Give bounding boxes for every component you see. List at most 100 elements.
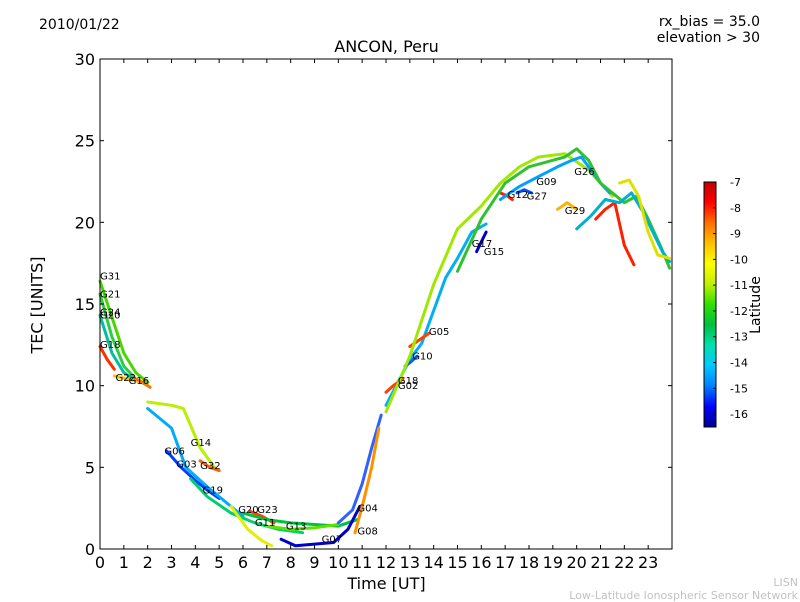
colorbar-tick-label: -11 — [730, 279, 748, 292]
series-line-g20 — [229, 505, 274, 548]
series-line-g28 — [594, 201, 636, 267]
y-tick-label: 0 — [85, 540, 95, 559]
plot-frame — [99, 58, 673, 550]
x-tick-label: 18 — [519, 553, 539, 572]
series-line-g07 — [279, 505, 362, 548]
x-tick-label: 9 — [309, 553, 319, 572]
satellite-label: G09 — [536, 177, 556, 188]
colorbar: -7 -8 -9 -10 -11 -12 -13 -14 -15 -16 — [703, 176, 748, 428]
series-line-g08 — [353, 426, 381, 535]
colorbar-tick-label: -9 — [730, 228, 741, 241]
series-line-g13 — [265, 523, 340, 531]
x-tick-label: 4 — [190, 553, 200, 572]
satellite-label: G02 — [398, 381, 418, 392]
credit: LISN Low-Latitude Ionospheric Sensor Net… — [569, 576, 798, 602]
series-line-g06 — [165, 449, 221, 500]
series-line-g27 — [515, 188, 533, 195]
series-line-g14 — [146, 400, 216, 469]
satellite-label: G04 — [357, 503, 377, 514]
x-tick-label: 19 — [543, 553, 563, 572]
satellite-label: G11 — [255, 518, 275, 529]
colorbar-tick-label: -8 — [730, 202, 741, 215]
y-tick-label: 20 — [75, 213, 95, 232]
series-line-g19 — [189, 477, 305, 535]
x-tick-label: 22 — [614, 553, 634, 572]
satellite-label: G22 — [116, 373, 136, 384]
chart-title: ANCON, Peru — [334, 37, 439, 56]
y-axis: 0 5 10 15 20 25 30 — [75, 50, 672, 559]
satellite-label: G14 — [191, 438, 211, 449]
colorbar-label: Latitude — [748, 276, 764, 334]
satellite-label: G27 — [527, 192, 547, 203]
series-group — [98, 147, 672, 548]
satellite-label: G20 — [238, 505, 258, 516]
x-tick-label: 8 — [286, 553, 296, 572]
satellite-label: G17 — [472, 239, 492, 250]
satellite-label: G13 — [286, 521, 306, 532]
satellite-label: G20 — [100, 311, 120, 322]
series-line-g29 — [556, 201, 579, 211]
series-line-g11 — [241, 511, 359, 528]
y-tick-label: 5 — [85, 458, 95, 477]
satellite-label: G29 — [565, 206, 585, 217]
credit-line-2: Low-Latitude Ionospheric Sensor Network — [569, 589, 798, 602]
x-tick-label: 20 — [566, 553, 586, 572]
credit-line-1: LISN — [773, 576, 798, 589]
colorbar-tick-label: -10 — [730, 253, 748, 266]
series-line-g15 — [475, 230, 488, 254]
x-tick-label: 15 — [447, 553, 467, 572]
satellite-label: G05 — [429, 327, 449, 338]
series-line-g25 — [618, 178, 672, 260]
x-tick-label: 5 — [214, 553, 224, 572]
x-tick-label: 10 — [328, 553, 348, 572]
x-tick-label: 3 — [166, 553, 176, 572]
series-line-g33 — [575, 191, 672, 263]
x-tick-label: 1 — [119, 553, 129, 572]
satellite-label: G31 — [100, 272, 120, 283]
series-line-g32 — [198, 459, 221, 473]
y-tick-label: 10 — [75, 377, 95, 396]
colorbar-tick-label: -15 — [730, 382, 748, 395]
y-tick-label: 15 — [75, 295, 95, 314]
satellite-label: G18 — [398, 376, 418, 387]
x-tick-label: 14 — [423, 553, 443, 572]
satellite-label: G06 — [164, 446, 184, 457]
satellite-label: G23 — [257, 505, 277, 516]
date-label: 2010/01/22 — [39, 17, 120, 33]
x-tick-label: 11 — [352, 553, 372, 572]
filter-info: rx_bias = 35.0 elevation > 30 — [657, 14, 760, 46]
colorbar-tick-label: -16 — [730, 408, 748, 421]
series-line-g18 — [98, 345, 116, 371]
x-axis-label: Time [UT] — [347, 574, 426, 593]
colorbar-tick-label: -13 — [730, 331, 748, 344]
x-tick-label: 17 — [495, 553, 515, 572]
series-line-g24 — [98, 313, 138, 383]
satellite-label: G10 — [412, 352, 432, 363]
colorbar-tick-label: -7 — [730, 176, 741, 189]
x-tick-label: 21 — [590, 553, 610, 572]
x-tick-label: 0 — [95, 553, 105, 572]
series-line-g16 — [134, 377, 152, 389]
x-tick-label: 12 — [376, 553, 396, 572]
series-line-g31 — [98, 279, 150, 384]
x-tick-label: 2 — [143, 553, 153, 572]
satellite-label: G07 — [322, 535, 342, 546]
rx-bias-label: rx_bias = 35.0 — [658, 14, 760, 30]
x-axis: 0 1 2 3 4 5 6 7 8 9 10 11 12 13 14 15 16 17 18 19 20 21 22 23 — [95, 59, 658, 572]
x-tick-label: 23 — [638, 553, 658, 572]
satellite-label: G15 — [484, 247, 504, 258]
colorbar-bar — [703, 181, 717, 428]
elevation-label: elevation > 30 — [656, 30, 760, 46]
x-tick-label: 7 — [262, 553, 272, 572]
series-line-g04 — [336, 413, 383, 525]
x-tick-label: 16 — [471, 553, 491, 572]
satellite-label: G08 — [357, 526, 377, 537]
colorbar-tick-label: -14 — [730, 357, 748, 370]
satellite-label: G21 — [100, 290, 120, 301]
satellite-label: G12 — [508, 190, 528, 201]
satellite-label: G26 — [574, 167, 594, 178]
y-axis-label: TEC [UNITS] — [27, 256, 47, 354]
satellite-label: G24 — [100, 307, 120, 318]
